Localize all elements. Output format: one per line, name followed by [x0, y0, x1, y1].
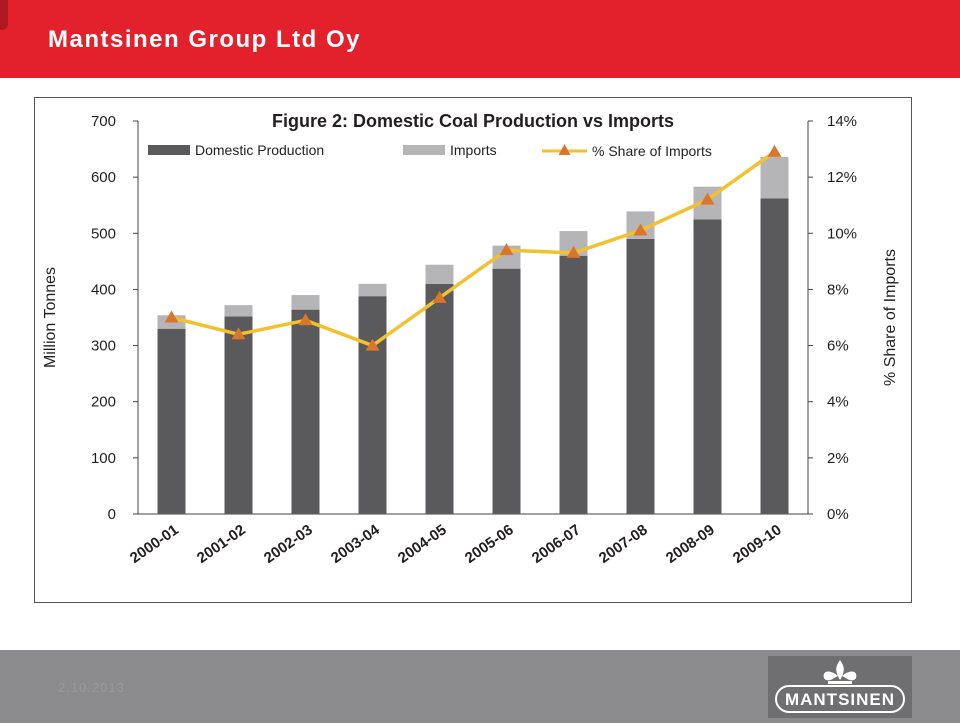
y-axis-title: Million Tonnes [42, 267, 59, 368]
bar-domestic [559, 255, 588, 514]
bar-domestic [760, 198, 789, 514]
x-tick-label: 2003-04 [328, 521, 383, 567]
legend-swatch-share-marker [558, 144, 571, 155]
x-tick-label: 2001-02 [194, 521, 249, 567]
y-tick-label: 0 [108, 506, 116, 523]
x-tick-label: 2006-07 [529, 521, 584, 567]
share-marker [231, 327, 246, 340]
slide-footer: 2.10.2013 MANTSINEN [0, 650, 960, 723]
y2-tick-label: 6% [827, 338, 849, 355]
legend-swatch-imports [403, 145, 445, 155]
y-tick-label: 600 [91, 169, 116, 186]
logo-graphic: MANTSINEN [775, 660, 905, 713]
share-marker [432, 290, 447, 303]
y2-tick-label: 10% [827, 225, 857, 242]
bar-domestic [626, 238, 655, 514]
y2-tick-label: 12% [827, 169, 857, 186]
bar-domestic [693, 219, 722, 514]
bar-domestic [358, 296, 387, 514]
footer-date: 2.10.2013 [58, 680, 125, 695]
chart-svg: Figure 2: Domestic Coal Production vs Im… [42, 111, 899, 567]
bar-domestic [425, 283, 454, 514]
bar-imports [358, 283, 387, 297]
share-marker [767, 144, 782, 157]
x-tick-label: 2000-01 [127, 521, 182, 567]
x-tick-label: 2007-08 [596, 521, 651, 567]
share-marker [633, 223, 648, 236]
bar-imports [760, 156, 789, 199]
x-tick-label: 2002-03 [261, 521, 316, 567]
y2-tick-label: 0% [827, 506, 849, 523]
corner-tab [0, 0, 8, 30]
y2-tick-label: 14% [827, 113, 857, 130]
bar-imports [291, 295, 320, 310]
bar-domestic [224, 316, 253, 514]
bar-imports [224, 305, 253, 317]
share-marker [566, 245, 581, 258]
y2-tick-label: 4% [827, 394, 849, 411]
logo-text: MANTSINEN [785, 690, 895, 709]
y-tick-label: 700 [91, 113, 116, 130]
share-line [171, 150, 776, 348]
chart-frame: Figure 2: Domestic Coal Production vs Im… [34, 97, 912, 603]
bar-domestic [291, 309, 320, 514]
x-tick-label: 2005-06 [462, 521, 517, 567]
y-tick-label: 300 [91, 338, 116, 355]
y-tick-label: 100 [91, 450, 116, 467]
y2-axis-title: % Share of Imports [882, 249, 899, 386]
x-tick-label: 2008-09 [663, 521, 718, 567]
y-tick-label: 500 [91, 225, 116, 242]
y-tick-label: 200 [91, 394, 116, 411]
slide-header: Mantsinen Group Ltd Oy [0, 0, 960, 78]
share-marker [298, 313, 313, 326]
bar-domestic [157, 328, 186, 514]
mantsinen-logo: MANTSINEN [768, 656, 912, 718]
x-tick-label: 2004-05 [395, 521, 450, 567]
y2-tick-label: 2% [827, 450, 849, 467]
legend-swatch-domestic [148, 145, 190, 155]
legend-label-domestic: Domestic Production [195, 142, 324, 158]
legend-label-imports: Imports [450, 142, 497, 158]
share-marker [700, 192, 715, 205]
bar-imports [425, 264, 454, 284]
chart-title: Figure 2: Domestic Coal Production vs Im… [272, 111, 674, 131]
share-marker [164, 310, 179, 323]
share-marker [499, 243, 514, 256]
x-tick-label: 2009-10 [730, 521, 785, 567]
bar-domestic [492, 268, 521, 514]
share-marker [365, 338, 380, 351]
y2-tick-label: 8% [827, 281, 849, 298]
y-tick-label: 400 [91, 281, 116, 298]
legend-label-share: % Share of Imports [592, 143, 712, 159]
slide-title: Mantsinen Group Ltd Oy [48, 26, 361, 53]
fleur-de-lis-icon [823, 660, 857, 684]
